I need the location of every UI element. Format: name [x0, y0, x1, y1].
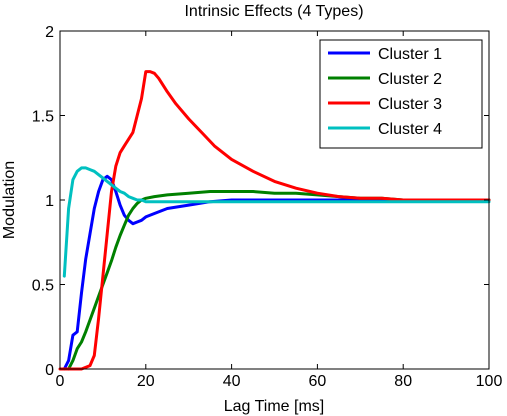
y-tick-label: 0.5 — [32, 278, 54, 295]
x-tick-label: 100 — [476, 373, 503, 390]
legend-label: Cluster 1 — [378, 46, 442, 63]
legend-label: Cluster 2 — [378, 71, 442, 88]
chart-title: Intrinsic Effects (4 Types) — [184, 3, 363, 20]
legend-entries: Cluster 1 Cluster 2 Cluster 3 Cluster 4 — [328, 46, 442, 138]
tick-layer: 0 20 40 60 80 100 0 0.5 1 1.5 2 — [32, 24, 503, 390]
series-line-cluster-3 — [58, 70, 491, 371]
legend: Cluster 1 Cluster 2 Cluster 3 Cluster 4 — [319, 39, 483, 149]
x-tick-label: 60 — [309, 373, 327, 390]
y-tick-label: 2 — [45, 24, 54, 41]
y-tick-label: 1 — [45, 193, 54, 210]
x-tick-label: 80 — [394, 373, 412, 390]
series-line-cluster-1 — [62, 174, 491, 371]
x-tick-label: 20 — [137, 373, 155, 390]
y-tick-label: 1.5 — [32, 109, 54, 126]
x-axis-label: Lag Time [ms] — [224, 398, 324, 415]
series-layer — [58, 70, 491, 371]
y-tick-label: 0 — [45, 362, 54, 379]
y-axis-label: Modulation — [1, 161, 18, 239]
x-tick-label: 40 — [223, 373, 241, 390]
legend-label: Cluster 4 — [378, 121, 442, 138]
x-tick-label: 0 — [56, 373, 65, 390]
legend-box — [319, 39, 483, 149]
legend-label: Cluster 3 — [378, 96, 442, 113]
series-line-cluster-4 — [62, 166, 491, 278]
